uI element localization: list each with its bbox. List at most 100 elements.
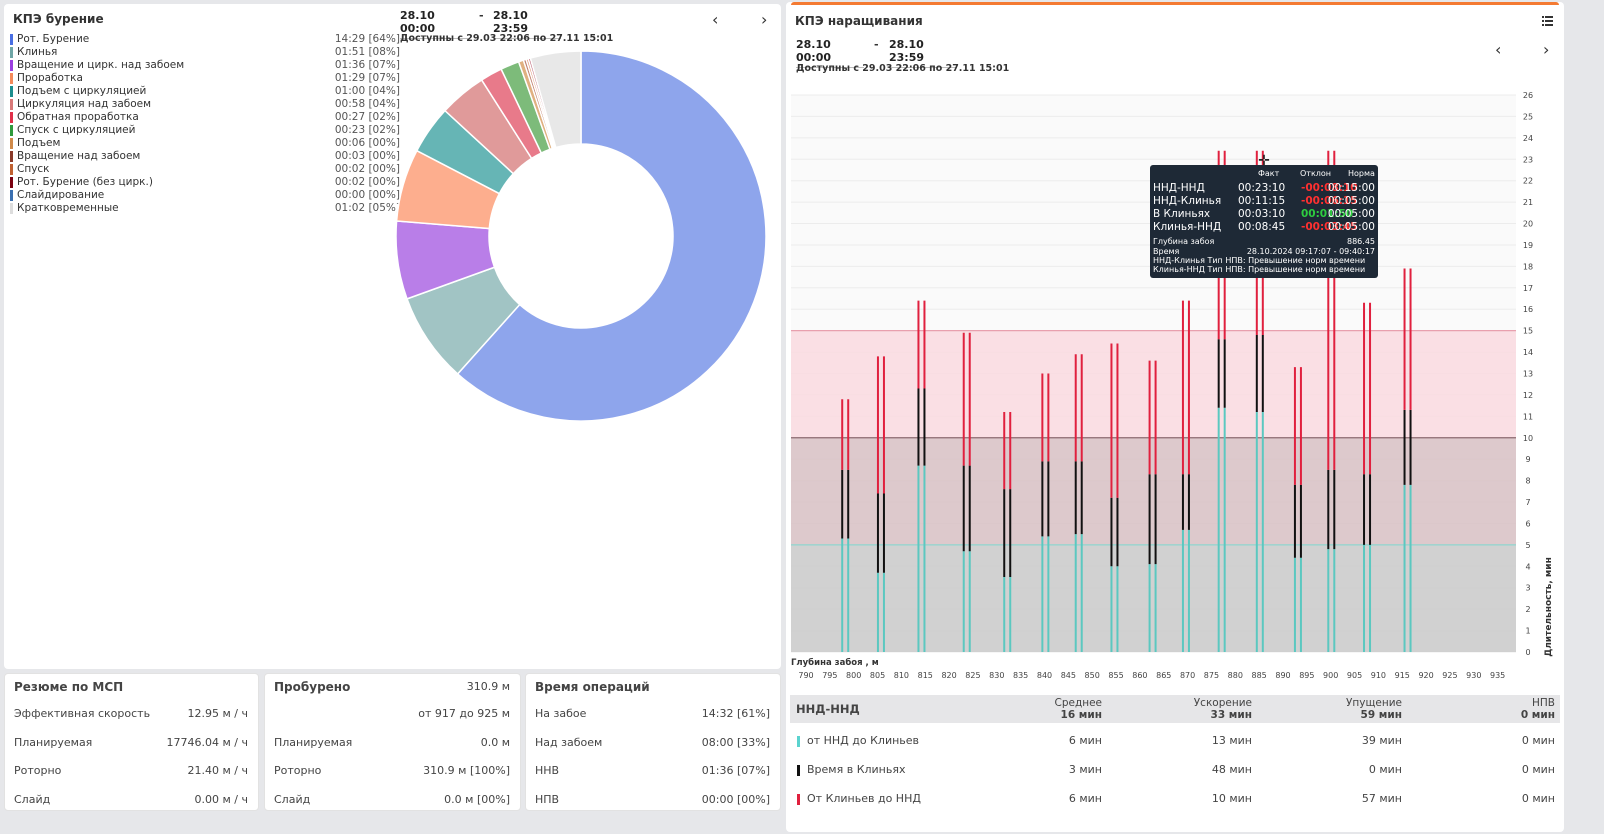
y-tick-label: 16	[1523, 305, 1533, 314]
legend-swatch	[10, 177, 13, 188]
date-to[interactable]: 28.10 23:59	[493, 9, 561, 39]
legend-item[interactable]: Вращение и цирк. над забоем 01:36 [07%]	[10, 59, 400, 72]
list-icon[interactable]	[1542, 16, 1553, 26]
y-tick-label: 23	[1523, 155, 1533, 164]
legend-item[interactable]: Слайдирование 00:00 [00%]	[10, 189, 400, 202]
x-tick-label: 860	[1132, 671, 1147, 680]
y-tick-label: 13	[1523, 370, 1533, 379]
y-tick-label: 0	[1525, 648, 1530, 657]
operations-time-card: Время операций На забое 14:32 [61%] Над за…	[525, 673, 781, 811]
next-arrow-icon[interactable]: ›	[761, 10, 768, 29]
x-tick-label: 840	[1037, 671, 1052, 680]
tt-head-norm: Норма	[1348, 169, 1375, 178]
x-tick-label: 815	[918, 671, 933, 680]
x-tick-label: 805	[870, 671, 885, 680]
tt-note2: Клинья-ННД Тип НПВ: Превышение норм врем…	[1153, 265, 1366, 274]
legend-item[interactable]: Спуск 00:02 [00%]	[10, 163, 400, 176]
legend-item[interactable]: Спуск с циркуляцией 00:23 [02%]	[10, 124, 400, 137]
row-key: На забое	[535, 707, 587, 720]
x-tick-label: 855	[1108, 671, 1123, 680]
row-key: Планируемая	[14, 735, 93, 749]
legend-value: 01:02 [05%]	[334, 202, 400, 214]
legend-value: 00:27 [02%]	[334, 111, 400, 123]
prev-arrow-icon[interactable]: ‹	[712, 10, 719, 29]
row-value: 0.00 м / ч	[194, 792, 249, 806]
y-tick-label: 24	[1523, 134, 1533, 143]
donut-slice[interactable]	[456, 50, 767, 422]
x-axis-label: Глубина забоя , м	[791, 657, 879, 668]
y-tick-label: 6	[1525, 519, 1530, 528]
y-tick-label: 20	[1523, 220, 1533, 229]
legend-item[interactable]: Обратная проработка 00:27 [02%]	[10, 111, 400, 124]
legend-item[interactable]: Клинья 01:51 [08%]	[10, 46, 400, 59]
norm-band	[791, 330, 1516, 438]
legend-item[interactable]: Проработка 01:29 [07%]	[10, 72, 400, 85]
row-value: 01:36 [07%]	[701, 764, 770, 777]
x-tick-label: 925	[1442, 671, 1457, 680]
legend-item[interactable]: Рот. Бурение (без цирк.) 00:02 [00%]	[10, 176, 400, 189]
row-value: 21.40 м / ч	[187, 764, 248, 777]
tooltip-row: ННД-ННД 00:23:10 -00:08:10 00:15:00	[1153, 182, 1375, 194]
x-tick-label: 875	[1204, 671, 1219, 680]
drilled-card: Пробурено 310.9 м от 917 до 925 м Планир…	[264, 673, 521, 811]
table-column-header: Среднее 16 мин	[1054, 697, 1102, 721]
x-tick-label: 830	[989, 671, 1004, 680]
legend-item[interactable]: Циркуляция над забоем 00:58 [04%]	[10, 98, 400, 111]
table-cell: 48 мин	[1211, 763, 1252, 776]
legend-label: Кратковременные	[17, 202, 119, 214]
y-tick-label: 14	[1523, 348, 1533, 357]
legend-label: Клинья	[17, 46, 58, 58]
y-tick-label: 10	[1523, 434, 1533, 443]
legend-swatch	[10, 47, 13, 58]
legend-label: Подъем с циркуляцией	[17, 85, 147, 97]
x-tick-label: 800	[846, 671, 861, 680]
table-column-header: Упущение 59 мин	[1346, 697, 1402, 721]
x-tick-label: 810	[894, 671, 909, 680]
prev-arrow-icon[interactable]: ‹	[1495, 40, 1502, 59]
row-value: 12.95 м / ч	[187, 707, 248, 720]
card-row: Слайд 0.00 м / ч	[14, 793, 248, 807]
table-cell: 0 мин	[1368, 763, 1402, 776]
table-cell: 3 мин	[1068, 763, 1102, 776]
date-from[interactable]: 28.10 00:00	[796, 38, 864, 68]
row-key: ННВ	[535, 764, 560, 777]
legend-item[interactable]: Подъем 00:06 [00%]	[10, 137, 400, 150]
row-value: 00:00 [00%]	[701, 792, 770, 806]
table-title: ННД-ННД	[796, 702, 860, 716]
y-tick-label: 2	[1525, 605, 1530, 614]
legend-item[interactable]: Кратковременные 01:02 [05%]	[10, 202, 400, 215]
y-tick-label: 21	[1523, 198, 1533, 207]
legend-item[interactable]: Вращение над забоем 00:03 [00%]	[10, 150, 400, 163]
y-tick-label: 9	[1525, 455, 1530, 464]
next-arrow-icon[interactable]: ›	[1543, 40, 1550, 59]
table-row: Время в Клиньях 3 мин 48 мин 0 мин 0 мин	[790, 763, 1560, 779]
date-to[interactable]: 28.10 23:59	[889, 38, 957, 68]
table-cell: 10 мин	[1211, 792, 1252, 805]
donut-slice[interactable]	[529, 50, 582, 149]
legend-item[interactable]: Рот. Бурение 14:29 [64%]	[10, 33, 400, 46]
date-from[interactable]: 28.10 00:00	[400, 9, 468, 39]
tt-head-fact: Факт	[1258, 169, 1280, 178]
row-value: 0.0 м [00%]	[444, 792, 510, 806]
x-tick-label: 930	[1466, 671, 1481, 680]
x-tick-label: 795	[822, 671, 837, 680]
row-key: Роторно	[14, 764, 62, 777]
msp-summary-card: Резюме по МСП Эффективная скорость 12.95 …	[4, 673, 259, 811]
legend-swatch	[10, 203, 13, 214]
x-tick-label: 935	[1490, 671, 1505, 680]
x-tick-label: 850	[1085, 671, 1100, 680]
tooltip-row: Клинья-ННД 00:08:45 -00:03:45 00:05:00	[1153, 221, 1375, 233]
row-value: 0.0 м	[480, 735, 510, 749]
row-key: Планируемая	[274, 735, 353, 749]
legend-label: Циркуляция над забоем	[17, 98, 152, 110]
legend-label: Обратная проработка	[17, 111, 139, 123]
x-tick-label: 895	[1299, 671, 1314, 680]
legend-swatch	[10, 112, 13, 123]
table-cell: 39 мин	[1361, 734, 1402, 747]
y-tick-label: 19	[1523, 241, 1533, 250]
legend-item[interactable]: Подъем с циркуляцией 01:00 [04%]	[10, 85, 400, 98]
legend-swatch	[10, 73, 13, 84]
y-tick-label: 5	[1525, 541, 1530, 550]
legend-swatch	[10, 125, 13, 136]
card-row: На забое 14:32 [61%]	[535, 707, 770, 721]
